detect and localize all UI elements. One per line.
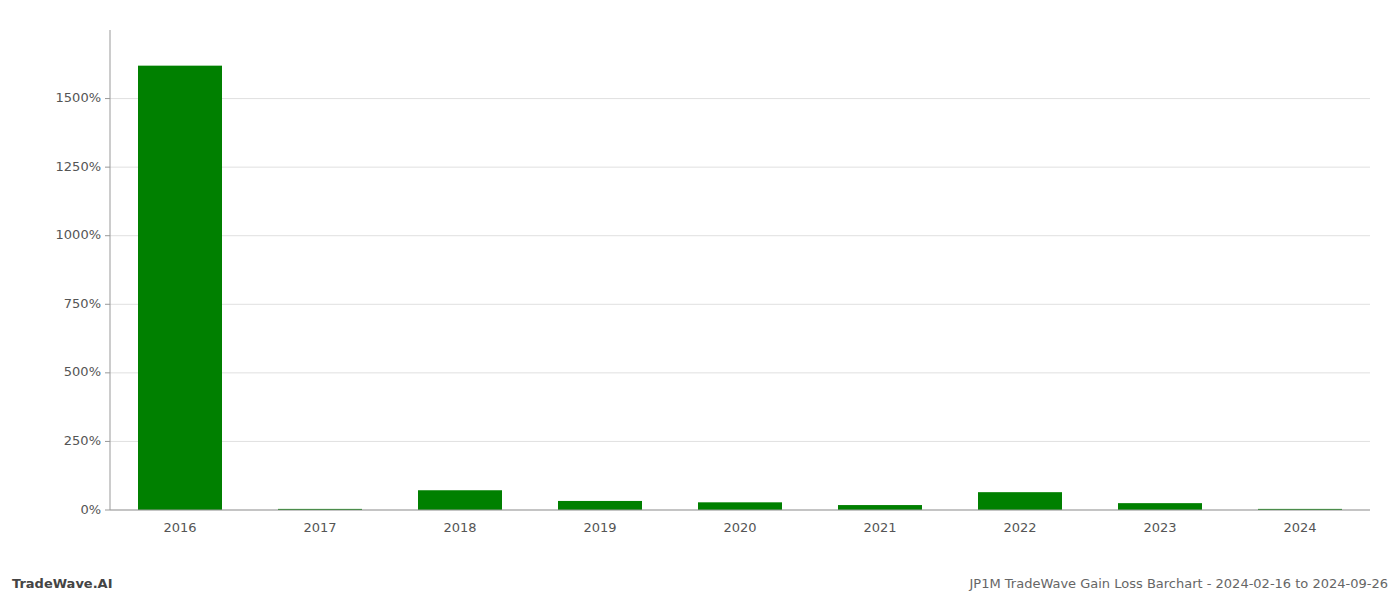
y-tick [105, 235, 110, 236]
grid-line [110, 98, 1370, 99]
y-tick [105, 441, 110, 442]
y-tick-label: 500% [64, 364, 101, 379]
bar [418, 490, 502, 510]
bar [838, 505, 922, 510]
x-tick-label: 2018 [443, 520, 476, 535]
chart-svg: 0%250%500%750%1000%1250%1500%20162017201… [0, 0, 1400, 600]
bar [1118, 503, 1202, 510]
y-tick-label: 1000% [56, 227, 101, 242]
y-tick [105, 304, 110, 305]
page: {"chart_data": {"type": "bar", "categori… [0, 0, 1400, 600]
x-tick-label: 2024 [1283, 520, 1316, 535]
x-tick-label: 2021 [863, 520, 896, 535]
y-tick-label: 1250% [56, 159, 101, 174]
bar [978, 492, 1062, 510]
x-tick-label: 2022 [1003, 520, 1036, 535]
y-tick [105, 167, 110, 168]
bar [558, 501, 642, 510]
x-tick-label: 2017 [303, 520, 336, 535]
y-tick-label: 750% [64, 296, 101, 311]
y-axis: 0% 250% 500% 750% 1000% 1250% 1500% [56, 30, 110, 517]
x-tick-label: 2020 [723, 520, 756, 535]
y-tick [105, 372, 110, 373]
y-tick [105, 510, 110, 511]
x-axis-line [110, 510, 1370, 511]
y-tick [105, 98, 110, 99]
x-tick-label: 2023 [1143, 520, 1176, 535]
x-tick-label: 2016 [163, 520, 196, 535]
x-axis: 2016 2017 2018 2019 2020 2021 2022 2023 2024 [110, 510, 1370, 535]
footer-left: TradeWave.AI [12, 576, 113, 591]
grid-line [110, 510, 1370, 511]
y-axis-line [110, 30, 111, 510]
grid-line [110, 372, 1370, 373]
bar [698, 502, 782, 510]
grid-line [110, 304, 1370, 305]
footer-right: JP1M TradeWave Gain Loss Barchart - 2024… [969, 576, 1388, 591]
x-tick-label: 2019 [583, 520, 616, 535]
y-tick-label: 0% [80, 502, 101, 517]
bars [138, 66, 1342, 510]
grid-line [110, 167, 1370, 168]
y-tick-label: 1500% [56, 90, 101, 105]
bar [138, 66, 222, 510]
grid-line [110, 441, 1370, 442]
chart-container: 0%250%500%750%1000%1250%1500%20162017201… [0, 0, 1400, 600]
grid [110, 99, 1370, 510]
grid-line [110, 235, 1370, 236]
y-tick-label: 250% [64, 433, 101, 448]
